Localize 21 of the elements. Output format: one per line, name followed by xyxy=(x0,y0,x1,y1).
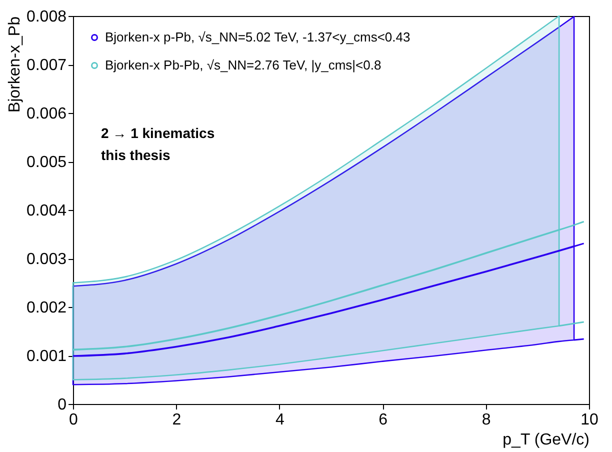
y-tick-label: 0.003 xyxy=(26,251,67,268)
y-tick-label: 0 xyxy=(58,396,67,414)
x-tick-label: 6 xyxy=(378,412,388,428)
y-tick-label: 0.008 xyxy=(26,8,67,26)
y-tick-label: 0.004 xyxy=(26,202,67,220)
y-tick-label: 0.006 xyxy=(26,106,67,122)
x-axis-title: p_T (GeV/c) xyxy=(502,432,590,448)
legend-label: Bjorken-x p-Pb, √s_NN=5.02 TeV, -1.37<y_cms<0.43 xyxy=(105,30,410,44)
x-tick-label: 0 xyxy=(69,412,78,428)
y-tick-label: 0.002 xyxy=(26,300,67,316)
y-tick-label: 0.005 xyxy=(26,154,67,171)
x-tick-label: 8 xyxy=(482,412,491,428)
x-tick-label: 2 xyxy=(172,412,182,428)
legend-label: Bjorken-x Pb-Pb, √s_NN=2.76 TeV, |y_cms|<0.8 xyxy=(105,58,382,72)
annotation: this thesis xyxy=(101,147,170,163)
annotation: 2 → 1 kinematics xyxy=(101,125,215,141)
x-tick-label: 4 xyxy=(275,412,284,428)
y-tick-label: 0.007 xyxy=(26,57,67,74)
y-tick-label: 0.001 xyxy=(26,348,67,365)
x-tick-label: 10 xyxy=(580,412,598,428)
y-axis-title: Bjorken-x_Pb xyxy=(6,16,24,113)
